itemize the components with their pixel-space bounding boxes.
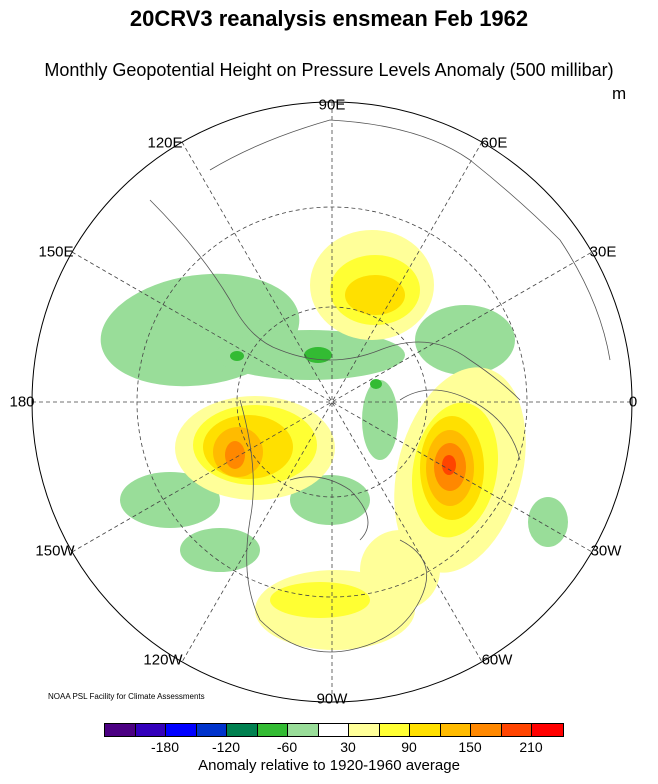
lon-label-30E: 30E [589, 243, 617, 261]
lon-label-90E: 90E [318, 96, 346, 114]
units-label: m [612, 84, 627, 103]
colorbar-swatch [440, 724, 471, 736]
map-border [31, 101, 633, 703]
colorbar-tick: 210 [519, 739, 543, 755]
colorbar-swatch [532, 724, 563, 736]
strong-negative-anomaly-regions [230, 347, 382, 389]
negative-anomaly-regions [100, 273, 568, 572]
lon-label-60E: 60E [480, 134, 508, 152]
colorbar-swatch [501, 724, 532, 736]
colorbar-swatch [349, 724, 380, 736]
colorbar-swatch [410, 724, 441, 736]
colorbar-swatch [379, 724, 410, 736]
lon-label-150E: 150E [38, 243, 74, 261]
colorbar-tick: -120 [211, 739, 241, 755]
colorbar-swatch [135, 724, 166, 736]
lon-label-120E: 120E [147, 134, 183, 152]
colorbar-swatch [257, 724, 288, 736]
lon-label-60W: 60W [481, 651, 513, 669]
colorbar-swatch [471, 724, 502, 736]
colorbar-tick: 90 [401, 739, 417, 755]
figure-subtitle: Monthly Geopotential Height on Pressure … [44, 60, 614, 80]
lon-label-180: 180 [9, 393, 35, 411]
lon-label-90W: 90W [316, 690, 348, 708]
lon-label-30W: 30W [590, 542, 622, 560]
colorbar-tick: -180 [150, 739, 180, 755]
colorbar-caption: Anomaly relative to 1920-1960 average [198, 757, 460, 774]
lon-label-150W: 150W [35, 542, 75, 560]
lon-label-120W: 120W [143, 651, 183, 669]
colorbar-tick: -60 [276, 739, 298, 755]
colorbar-swatch [105, 724, 136, 736]
lon-label-0: 0 [628, 393, 638, 411]
colorbar [104, 723, 564, 737]
colorbar-swatch [166, 724, 197, 736]
credit-text: NOAA PSL Facility for Climate Assessment… [48, 692, 205, 701]
colorbar-swatch [196, 724, 227, 736]
colorbar-swatch [288, 724, 319, 736]
colorbar-swatch [318, 724, 349, 736]
colorbar-tick: 30 [340, 739, 356, 755]
positive-anomaly-regions [175, 230, 526, 650]
figure-title: 20CRV3 reanalysis ensmean Feb 1962 [129, 6, 529, 31]
coastlines [149, 119, 611, 653]
colorbar-swatch [227, 724, 258, 736]
graticule [32, 102, 632, 702]
colorbar-tick: 150 [458, 739, 482, 755]
